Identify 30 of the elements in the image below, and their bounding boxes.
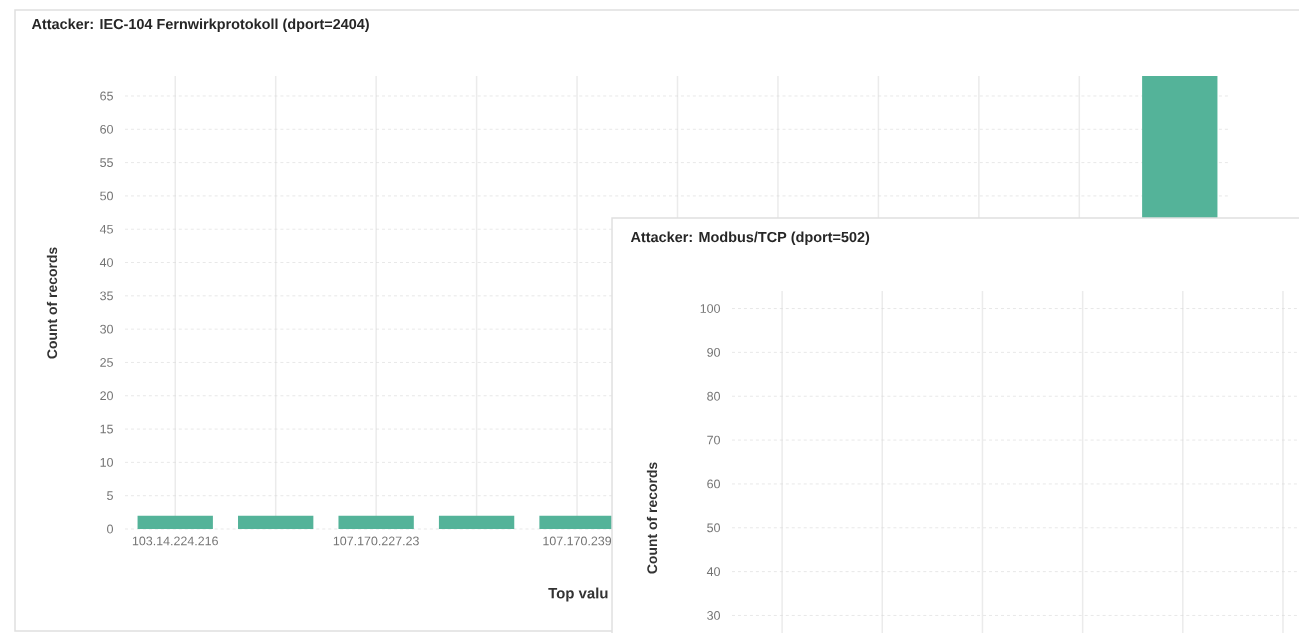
x-axis-title: Top valu [548, 587, 608, 602]
y-tick-label: 40 [706, 567, 720, 577]
y-tick-label: 100 [700, 304, 720, 313]
x-tick-label: 107.170.239 [543, 536, 612, 546]
y-tick-label: 30 [707, 611, 720, 620]
y-tick-label: 60 [707, 479, 720, 489]
y-tick-label: 10 [100, 457, 113, 467]
y-tick-label: 50 [707, 523, 720, 533]
x-tick-label: 103.14.224.216 [132, 536, 218, 546]
y-tick-label: 35 [100, 291, 113, 301]
y-axis-title: Count of records [46, 247, 58, 359]
y-tick-label: 5 [107, 491, 113, 501]
y-tick-label: 55 [100, 158, 113, 167]
y-tick-label: 40 [99, 258, 113, 267]
y-tick-label: 60 [100, 124, 113, 134]
y-tick-label: 50 [100, 191, 113, 201]
y-tick-label: 90 [707, 347, 720, 357]
y-tick-label: 25 [100, 358, 113, 367]
x-tick-label: 107.170.227.23 [333, 536, 419, 546]
chart-title: Attacker: Modbus/TCP (dport=502) [630, 231, 870, 246]
y-tick-label: 65 [100, 91, 113, 101]
y-tick-label: 20 [100, 391, 113, 401]
y-tick-label: 0 [107, 524, 113, 534]
y-tick-label: 45 [99, 224, 113, 234]
y-tick-label: 70 [707, 435, 720, 445]
y-tick-label: 30 [100, 324, 113, 334]
y-axis-title: Count of records [646, 462, 658, 574]
y-tick-label: 15 [100, 424, 113, 434]
y-tick-label: 80 [707, 391, 720, 401]
chart-title: Attacker: IEC-104 Fernwirkprotokoll (dport=2404) [31, 18, 369, 32]
